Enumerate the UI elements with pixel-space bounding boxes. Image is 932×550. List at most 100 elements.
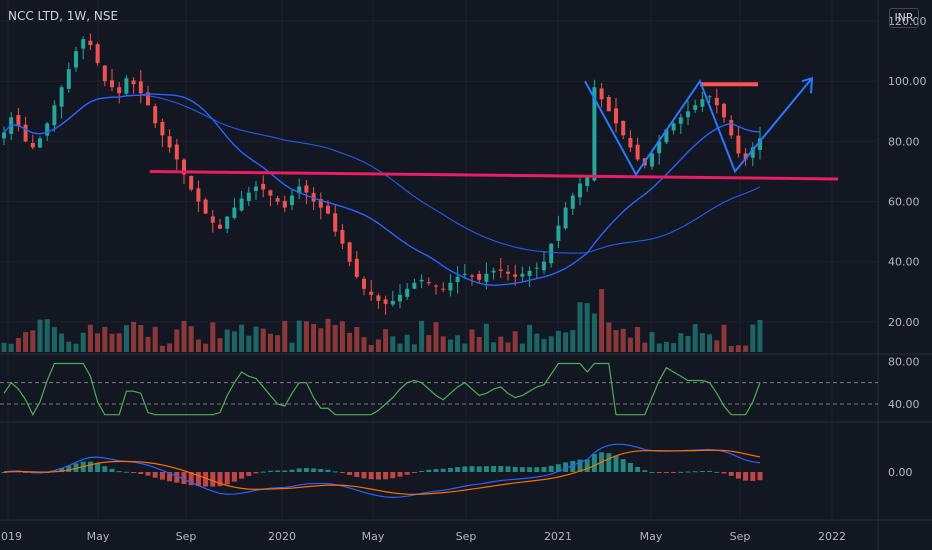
candle-body (318, 199, 323, 208)
volume-bar (685, 335, 691, 352)
currency-badge[interactable]: INR (889, 8, 919, 28)
candle-body (700, 99, 705, 107)
candle-body (131, 80, 136, 85)
macd-histogram-bar (527, 467, 533, 472)
volume-bar (548, 336, 554, 352)
macd-histogram-bar (491, 465, 497, 472)
candle-body (110, 80, 114, 88)
macd-histogram-bar (131, 472, 137, 473)
volume-bar (591, 313, 597, 352)
candle-body (340, 229, 345, 244)
volume-bar (275, 335, 281, 352)
x-tick-label: May (362, 530, 385, 543)
macd-histogram-bar (505, 466, 511, 472)
candle-body (347, 242, 352, 262)
candle-body (405, 288, 410, 297)
macd-histogram-bar (116, 471, 122, 473)
candle-body (16, 115, 21, 127)
macd-histogram-bar (570, 460, 576, 472)
macd-histogram-bar (426, 469, 432, 472)
volume-bar (8, 343, 14, 352)
macd-histogram-bar (303, 468, 309, 472)
volume-bar (260, 328, 266, 352)
macd-histogram-bar (656, 472, 662, 473)
rsi-tick-label: 40.00 (888, 398, 920, 411)
macd-histogram-bar (203, 472, 209, 487)
macd-histogram-bar (325, 469, 331, 472)
macd-histogram-bar (685, 471, 691, 473)
macd-histogram-bar (368, 472, 374, 480)
macd-histogram-bar (59, 468, 65, 472)
volume-bar (246, 335, 252, 352)
candle-body (671, 123, 676, 131)
macd-histogram-bar (440, 468, 446, 472)
candle-body (585, 177, 590, 186)
macd-histogram-bar (332, 471, 338, 473)
macd-histogram-bar (87, 461, 93, 472)
candle-body (678, 117, 683, 124)
candle-body (498, 269, 503, 271)
volume-bar (282, 320, 288, 352)
candle-body (664, 129, 669, 143)
macd-histogram-bar (584, 459, 590, 472)
macd-histogram-bar (671, 472, 677, 473)
symbol-title: NCC LTD, 1W, NSE (8, 9, 119, 23)
volume-bar (23, 332, 29, 352)
macd-histogram-bar (721, 472, 727, 474)
volume-bar (354, 327, 360, 352)
volume-bar (123, 325, 129, 352)
macd-histogram-bar (73, 463, 79, 472)
candle-body (434, 285, 438, 287)
volume-bar (311, 323, 317, 352)
macd-histogram-bar (635, 466, 641, 472)
candle-body (491, 270, 496, 273)
signal-line (3, 449, 761, 495)
macd-histogram-bar (253, 472, 259, 474)
volume-bar (51, 327, 57, 352)
volume-bar (476, 337, 482, 352)
volume-bar (649, 332, 655, 352)
candle-body (138, 81, 143, 94)
price-tick-label: 60.00 (888, 196, 920, 209)
volume-bar (296, 320, 302, 352)
volume-bar (599, 289, 605, 352)
volume-bar (563, 332, 569, 352)
macd-histogram-bar (311, 468, 317, 472)
candle-body (455, 276, 460, 283)
volume-bar (692, 324, 698, 352)
volume-bar (469, 329, 475, 352)
volume-bar (671, 343, 677, 352)
volume-bar (462, 343, 468, 352)
macd-histogram-bar (447, 468, 453, 472)
volume-bar (368, 345, 374, 352)
macd-histogram-bar (433, 469, 439, 472)
candle-body (146, 92, 150, 106)
volume-bar (555, 330, 561, 352)
volume-bar (440, 336, 446, 352)
volume-bar (491, 342, 497, 352)
volume-bar (483, 323, 489, 352)
volume-bar (73, 343, 79, 352)
candle-body (506, 271, 510, 274)
macd-histogram-bar (613, 455, 619, 472)
macd-histogram-bar (512, 466, 518, 472)
macd-histogram-bar (102, 466, 108, 472)
volume-bar (253, 326, 259, 352)
volume-bar (757, 319, 763, 352)
price-tick-label: 100.00 (888, 75, 927, 88)
candle-body (290, 195, 294, 206)
candle-body (369, 291, 374, 295)
macd-histogram-bar (555, 464, 561, 472)
volume-bar (512, 331, 518, 352)
projection-arrowhead (801, 76, 814, 94)
candle-body (606, 97, 611, 112)
x-tick-label: May (640, 530, 663, 543)
price-tick-label: 40.00 (888, 256, 920, 269)
candle-body (477, 273, 482, 280)
x-tick-label: Sep (730, 530, 751, 543)
macd-histogram-bar (354, 472, 360, 477)
macd-histogram-bar (138, 472, 144, 475)
candle-body (275, 198, 280, 202)
volume-bar (102, 326, 108, 352)
